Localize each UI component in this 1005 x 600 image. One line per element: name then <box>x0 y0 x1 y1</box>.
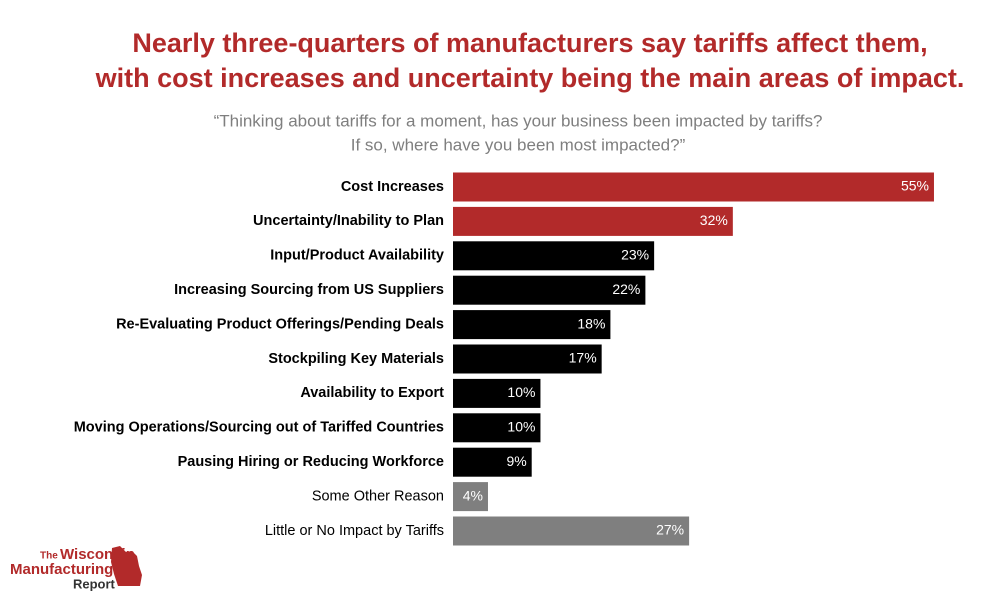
category-label: Pausing Hiring or Reducing Workforce <box>178 454 444 470</box>
value-label: 10% <box>507 384 535 400</box>
chart-subtitle: If so, where have you been most impacted… <box>351 135 686 154</box>
bar <box>453 482 488 512</box>
category-label: Re-Evaluating Product Offerings/Pending … <box>116 316 444 332</box>
value-label: 17% <box>569 350 597 366</box>
category-label: Moving Operations/Sourcing out of Tariff… <box>74 420 444 436</box>
category-label: Availability to Export <box>300 385 444 401</box>
bar <box>453 172 934 202</box>
chart-title: Nearly three-quarters of manufacturers s… <box>132 28 927 58</box>
value-label: 22% <box>612 281 640 297</box>
logo-text: Wisconsin <box>60 546 135 563</box>
bar <box>453 378 541 408</box>
value-label: 18% <box>577 315 605 331</box>
category-label: Little or No Impact by Tariffs <box>265 523 444 539</box>
value-label: 9% <box>506 453 526 469</box>
bar <box>453 447 532 477</box>
category-label: Cost Increases <box>341 179 444 195</box>
value-label: 10% <box>507 419 535 435</box>
category-label: Increasing Sourcing from US Suppliers <box>174 282 444 298</box>
value-label: 32% <box>700 212 728 228</box>
value-label: 4% <box>463 487 483 503</box>
chart-subtitle: “Thinking about tariffs for a moment, ha… <box>214 111 823 130</box>
bar <box>453 413 541 443</box>
logo-map <box>111 546 142 586</box>
value-label: 27% <box>656 522 684 538</box>
bar <box>453 344 602 374</box>
logo-text: The <box>40 551 58 562</box>
bar <box>453 275 646 305</box>
category-label: Some Other Reason <box>312 488 444 504</box>
category-label: Uncertainty/Inability to Plan <box>253 213 444 229</box>
category-label: Input/Product Availability <box>270 248 444 264</box>
bar <box>453 206 733 236</box>
bar <box>453 241 655 271</box>
bar <box>453 310 611 340</box>
value-label: 55% <box>901 178 929 194</box>
category-label: Stockpiling Key Materials <box>268 351 444 367</box>
logo-text: Report <box>73 576 116 591</box>
bar <box>453 516 690 546</box>
value-label: 23% <box>621 247 649 263</box>
chart-title: with cost increases and uncertainty bein… <box>95 63 965 93</box>
logo-text: Manufacturing <box>10 561 113 578</box>
logo: The Wisconsin Manufacturing Report <box>10 546 142 591</box>
